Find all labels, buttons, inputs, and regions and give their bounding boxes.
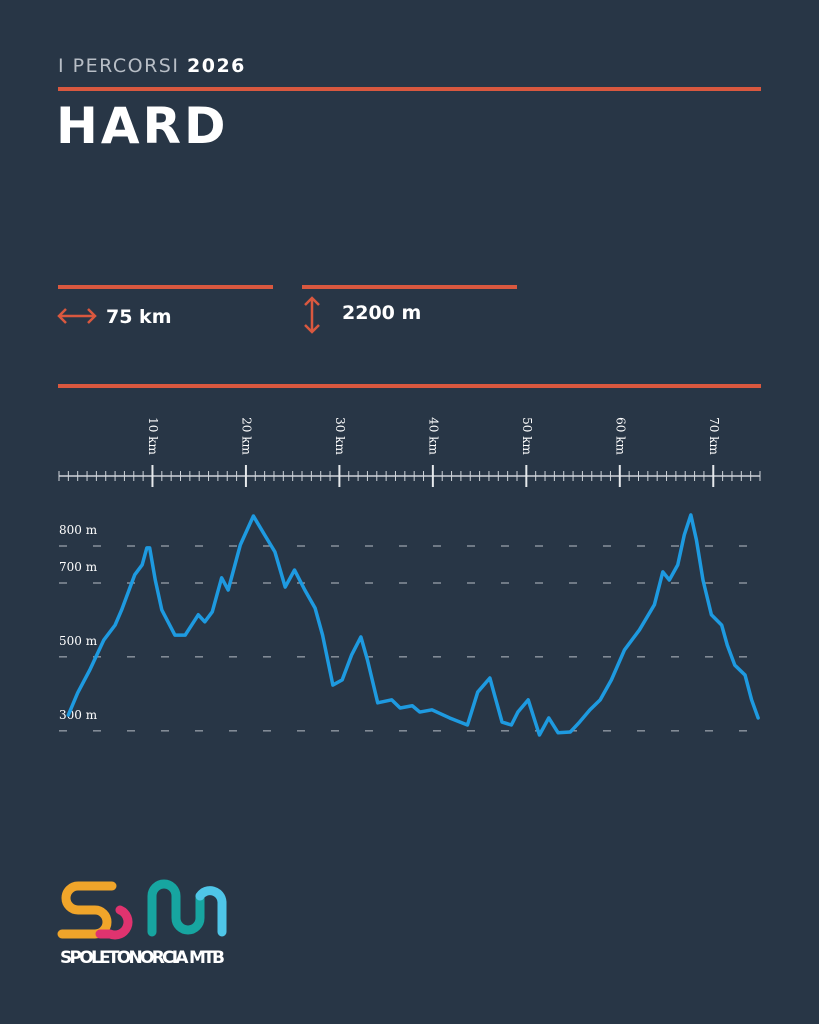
x-tick-label: 70 km [707, 417, 721, 455]
title: HARD [56, 97, 229, 155]
elevation-line [66, 513, 760, 737]
distance-icon [57, 308, 97, 324]
x-tick-label: 60 km [613, 417, 627, 455]
x-tick-label: 40 km [426, 417, 440, 455]
elevation-icon [304, 296, 320, 334]
rule [58, 285, 273, 289]
rule [58, 384, 761, 388]
distance: 75 km [106, 306, 172, 328]
x-tick-label: 30 km [333, 417, 347, 455]
elevation: 2200 m [342, 302, 421, 324]
x-tick-label: 50 km [520, 417, 534, 455]
y-tick-label: 500 m [59, 634, 98, 648]
y-tick-label: 300 m [59, 708, 98, 722]
year: 2026 [187, 55, 246, 77]
kicker: I PERCORSI 2026 [58, 55, 246, 77]
y-tick-label: 800 m [59, 523, 98, 537]
brand: SPOLETONORCIA MTB [60, 948, 225, 968]
kicker-text: I PERCORSI [58, 55, 179, 77]
x-tick-label: 10 km [146, 417, 160, 455]
x-tick-label: 20 km [239, 417, 253, 455]
rule [58, 87, 761, 91]
y-tick-label: 700 m [59, 560, 98, 574]
logo [57, 879, 227, 940]
rule [302, 285, 517, 289]
